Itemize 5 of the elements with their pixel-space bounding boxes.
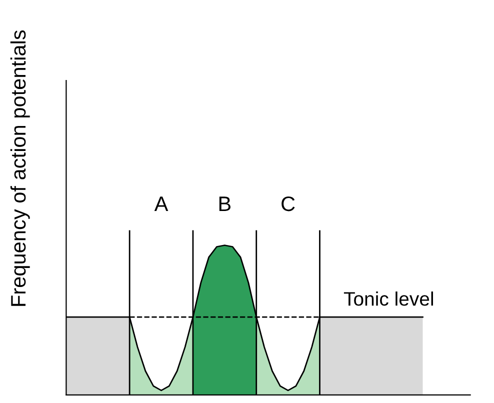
ref-line-label: Tonic level [344,291,433,306]
text: B [219,196,231,211]
text: A [154,196,168,211]
text: C [282,196,295,212]
y-axis-title: Frequency of action potentials [10,30,30,306]
